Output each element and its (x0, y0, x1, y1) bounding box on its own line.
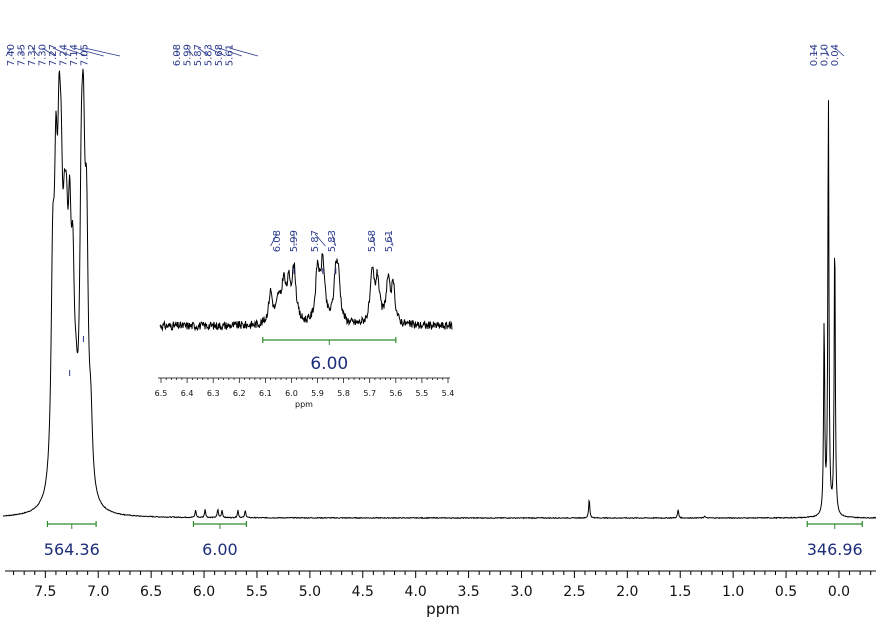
x-tick-label: 5.0 (299, 584, 321, 600)
peak-label-leader (187, 47, 194, 57)
peak-label: 5.99 (183, 44, 194, 66)
inset-peak-label: 5.83 (327, 230, 338, 252)
integral-value: 6.00 (202, 540, 238, 559)
inset-tick-label: 6.5 (155, 389, 168, 398)
x-tick-label: 0.5 (775, 584, 797, 600)
x-tick-label: 7.5 (34, 584, 56, 600)
x-tick-label: 2.0 (616, 584, 638, 600)
peak-label-leader (834, 47, 845, 57)
inset-peak-label: 5.87 (310, 230, 321, 252)
inset-peak-leader (314, 233, 326, 247)
peak-label-leader (84, 47, 121, 57)
inset-tick-label: 5.8 (337, 389, 350, 398)
peak-label-leader (42, 47, 56, 57)
peak-label: 0.14 (809, 44, 820, 66)
peak-label-leader (218, 47, 242, 57)
peak-labels: 7.40 7.35 7.32 7.30 7.27 7.24 7.14 7.05 6.08 5.99… (5, 44, 845, 66)
peak-label-leader (63, 47, 88, 57)
peak-label: 7.05 (80, 44, 91, 66)
inset-peak-leader (270, 233, 278, 247)
x-tick-label: 4.0 (405, 584, 427, 600)
x-tick-label: 4.5 (352, 584, 374, 600)
x-tick-label: 7.0 (87, 584, 109, 600)
peak-label-leader (73, 47, 104, 57)
peak-label-leader (824, 47, 830, 57)
peak-label: 5.61 (225, 44, 236, 66)
inset-integral-value: 6.00 (310, 354, 348, 374)
integrals: 564.36 6.00 346.96 (44, 521, 863, 559)
inset-tick-label: 6.3 (207, 389, 220, 398)
x-tick-label: 3.0 (510, 584, 532, 600)
peak-label-leader (21, 47, 23, 57)
integral-value: 346.96 (807, 540, 863, 559)
peak-label: 7.32 (27, 44, 38, 66)
main-spectrum (2, 68, 876, 520)
x-tick-label: 6.5 (140, 584, 162, 600)
x-tick-label: 2.5 (563, 584, 585, 600)
inset-peak-leader (331, 233, 337, 247)
peak-label: 0.10 (820, 44, 831, 66)
inset-tick-label: 6.1 (259, 389, 272, 398)
peak-label: 7.24 (59, 44, 70, 66)
inset-tick-label: 5.7 (363, 389, 376, 398)
integral-value: 564.36 (44, 540, 100, 559)
x-tick-label: 3.5 (457, 584, 479, 600)
peak-label: 0.04 (830, 44, 841, 66)
x-axis-label: ppm (426, 600, 460, 618)
peak-label-leader (5, 47, 12, 57)
inset-tick-label: 5.6 (389, 389, 402, 398)
peak-label: 5.83 (204, 44, 215, 66)
spectrum-line (2, 68, 876, 520)
peak-label: 7.14 (69, 44, 80, 66)
inset-peak-leader (371, 233, 376, 247)
inset-tick-label: 5.5 (416, 389, 429, 398)
peak-label-leader (52, 47, 72, 57)
inset-peak-leader (388, 233, 394, 247)
inset-peak-label: 5.61 (384, 230, 395, 252)
peak-label: 5.87 (193, 44, 204, 66)
inset-x-axis-label: ppm (295, 400, 313, 409)
peak-label: 5.68 (214, 44, 225, 66)
x-axis: 7.5 7.0 6.5 6.0 5.5 5.0 4.5 4.0 3.5 3.0 2.5 2.0 1.5 1… (5, 570, 876, 600)
peak-label: 7.40 (6, 44, 17, 66)
peak-label: 7.27 (48, 44, 59, 66)
inset-tick-label: 6.2 (233, 389, 246, 398)
inset-peak-label: 6.08 (272, 230, 283, 252)
inset-tick-label: 6.4 (181, 389, 194, 398)
inset-peak-label: 5.68 (367, 230, 378, 252)
x-tick-label: 1.5 (669, 584, 691, 600)
peak-label-leader (197, 47, 210, 57)
inset-peak-label: 5.99 (289, 230, 300, 252)
x-tick-label: 5.5 (246, 584, 268, 600)
peak-label-leader (229, 47, 259, 57)
inset-spectrum: 6.08 5.99 5.87 5.83 5.68 5.61 6.00 6.5 6.4 6.3 6.2… (155, 230, 455, 398)
inset-tick-label: 6.0 (285, 389, 298, 398)
x-tick-label: 1.0 (722, 584, 744, 600)
inset-spectrum-line (159, 253, 453, 332)
inset-tick-label: 5.4 (442, 389, 455, 398)
peak-label-leader (31, 47, 39, 57)
peak-label: 7.30 (38, 44, 49, 66)
x-tick-label: 0.0 (828, 584, 850, 600)
x-tick-label: 6.0 (193, 584, 215, 600)
inset-tick-label: 5.9 (311, 389, 324, 398)
peak-label-leader (208, 47, 226, 57)
peak-label: 6.08 (172, 44, 183, 66)
